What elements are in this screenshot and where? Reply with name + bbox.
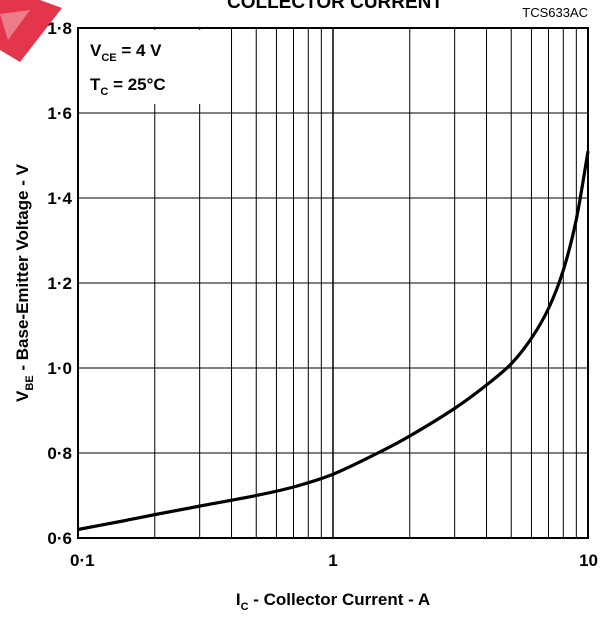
plot-frame xyxy=(77,27,589,539)
x-tick-label: 10 xyxy=(579,551,598,570)
series-layer xyxy=(77,150,590,532)
grid xyxy=(78,28,588,538)
y-tick-label: 1·2 xyxy=(47,274,72,293)
y-tick-label: 0·6 xyxy=(47,529,72,548)
y-tick-label: 1·0 xyxy=(47,359,72,378)
tick-labels: 0·1 1 10 0·6 0·8 1·0 1·2 1·4 1·6 1·8 xyxy=(47,19,598,570)
series-line xyxy=(77,150,590,532)
conditions-box xyxy=(80,30,201,104)
chart-title: COLLECTOR CURRENT xyxy=(227,0,443,13)
condition-vce: VCE = 4 V xyxy=(90,41,162,64)
y-tick-label: 1·8 xyxy=(47,19,72,38)
y-tick-label: 0·8 xyxy=(47,444,72,463)
logo-mark-inner xyxy=(0,10,30,40)
y-axis-label: VBE - Base-Emitter Voltage - V xyxy=(13,163,36,402)
y-tick-label: 1·4 xyxy=(47,189,72,208)
x-tick-label: 1 xyxy=(328,551,337,570)
reference-code: TCS633AC xyxy=(522,5,588,20)
logo-mark xyxy=(0,0,62,62)
x-axis-label: IC - Collector Current - A xyxy=(236,590,430,613)
x-tick-label: 0·1 xyxy=(70,551,95,570)
y-tick-label: 1·6 xyxy=(47,104,72,123)
condition-tc: TC = 25°C xyxy=(90,75,166,98)
